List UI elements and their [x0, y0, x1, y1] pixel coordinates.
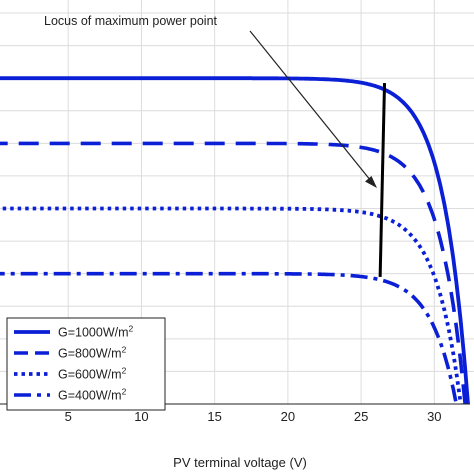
legend-label-2: G=800W/m2: [58, 345, 127, 361]
x-tick-label: 10: [134, 409, 148, 424]
x-tick-labels: 5 10 15 20 25 30: [65, 409, 442, 424]
mpp-locus-line: [378, 83, 387, 277]
legend: G=1000W/m2 G=800W/m2 G=600W/m2 G=400W/m2: [6, 317, 166, 411]
legend-label-1: G=1000W/m2: [58, 324, 134, 340]
plot-series: [0, 76, 470, 405]
x-tick-label: 30: [427, 409, 441, 424]
annotation-arrow-line: [249, 30, 372, 182]
x-axis-label: PV terminal voltage (V): [173, 455, 307, 470]
series-line-4: [0, 271, 459, 405]
legend-label-superscript: 2: [122, 366, 127, 376]
series-line-2: [0, 141, 467, 405]
annotation-text: Locus of maximum power point: [44, 14, 218, 28]
x-tick-label: 5: [65, 409, 72, 424]
x-tick-label: 15: [207, 409, 221, 424]
legend-label-4: G=400W/m2: [58, 387, 127, 403]
annotation-arrowhead: [365, 176, 377, 188]
legend-label-superscript: 2: [129, 324, 134, 334]
legend-label-superscript: 2: [122, 345, 127, 355]
locus-annotation: Locus of maximum power point: [44, 14, 377, 188]
series-line-1: [0, 76, 470, 405]
x-tick-label: 25: [354, 409, 368, 424]
x-tick-label: 20: [281, 409, 295, 424]
legend-label-3: G=600W/m2: [58, 366, 127, 382]
legend-label-superscript: 2: [122, 387, 127, 397]
